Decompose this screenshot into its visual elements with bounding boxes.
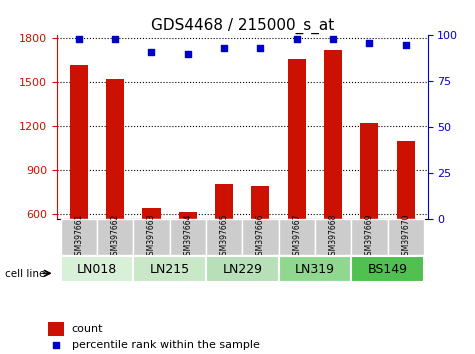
Text: GSM397665: GSM397665 <box>219 214 228 261</box>
Text: LN229: LN229 <box>222 263 262 275</box>
FancyBboxPatch shape <box>170 219 206 255</box>
Point <box>148 49 155 55</box>
FancyBboxPatch shape <box>133 219 170 255</box>
Bar <box>142 208 161 301</box>
Text: cell line: cell line <box>5 269 45 279</box>
Text: LN215: LN215 <box>150 263 190 275</box>
Text: GSM397670: GSM397670 <box>401 214 410 261</box>
Text: count: count <box>72 324 103 334</box>
Text: BS149: BS149 <box>368 263 408 275</box>
Bar <box>361 123 379 301</box>
FancyBboxPatch shape <box>61 256 133 282</box>
FancyBboxPatch shape <box>133 256 206 282</box>
Bar <box>215 184 233 301</box>
Text: GSM397664: GSM397664 <box>183 214 192 261</box>
Text: GSM397666: GSM397666 <box>256 214 265 261</box>
Text: GSM397662: GSM397662 <box>111 214 120 261</box>
Bar <box>106 79 124 301</box>
FancyBboxPatch shape <box>97 219 133 255</box>
Bar <box>48 322 64 336</box>
Point <box>402 42 409 47</box>
FancyBboxPatch shape <box>206 219 242 255</box>
Text: GSM397669: GSM397669 <box>365 214 374 261</box>
Point <box>111 36 119 42</box>
Text: GSM397661: GSM397661 <box>74 214 83 261</box>
FancyBboxPatch shape <box>278 256 351 282</box>
Text: LN018: LN018 <box>77 263 117 275</box>
Text: GSM397663: GSM397663 <box>147 214 156 261</box>
FancyBboxPatch shape <box>388 219 424 255</box>
FancyBboxPatch shape <box>242 219 278 255</box>
Point <box>319 282 327 287</box>
Text: LN319: LN319 <box>295 263 335 275</box>
FancyBboxPatch shape <box>206 256 278 282</box>
Point <box>256 45 264 51</box>
FancyBboxPatch shape <box>351 219 388 255</box>
Bar <box>324 50 342 301</box>
Text: GSM397667: GSM397667 <box>292 214 301 261</box>
Point <box>329 36 337 42</box>
Point <box>184 51 191 57</box>
FancyBboxPatch shape <box>315 219 351 255</box>
Bar <box>179 212 197 301</box>
Point <box>220 45 228 51</box>
Bar <box>251 186 269 301</box>
Text: percentile rank within the sample: percentile rank within the sample <box>72 340 260 350</box>
FancyBboxPatch shape <box>61 219 97 255</box>
FancyBboxPatch shape <box>278 219 315 255</box>
Bar <box>397 141 415 301</box>
Title: GDS4468 / 215000_s_at: GDS4468 / 215000_s_at <box>151 18 334 34</box>
Bar <box>288 59 306 301</box>
Point <box>75 36 83 42</box>
Bar <box>70 65 88 301</box>
Text: GSM397668: GSM397668 <box>329 214 338 261</box>
Point <box>366 40 373 46</box>
Point <box>293 36 301 42</box>
FancyBboxPatch shape <box>351 256 424 282</box>
